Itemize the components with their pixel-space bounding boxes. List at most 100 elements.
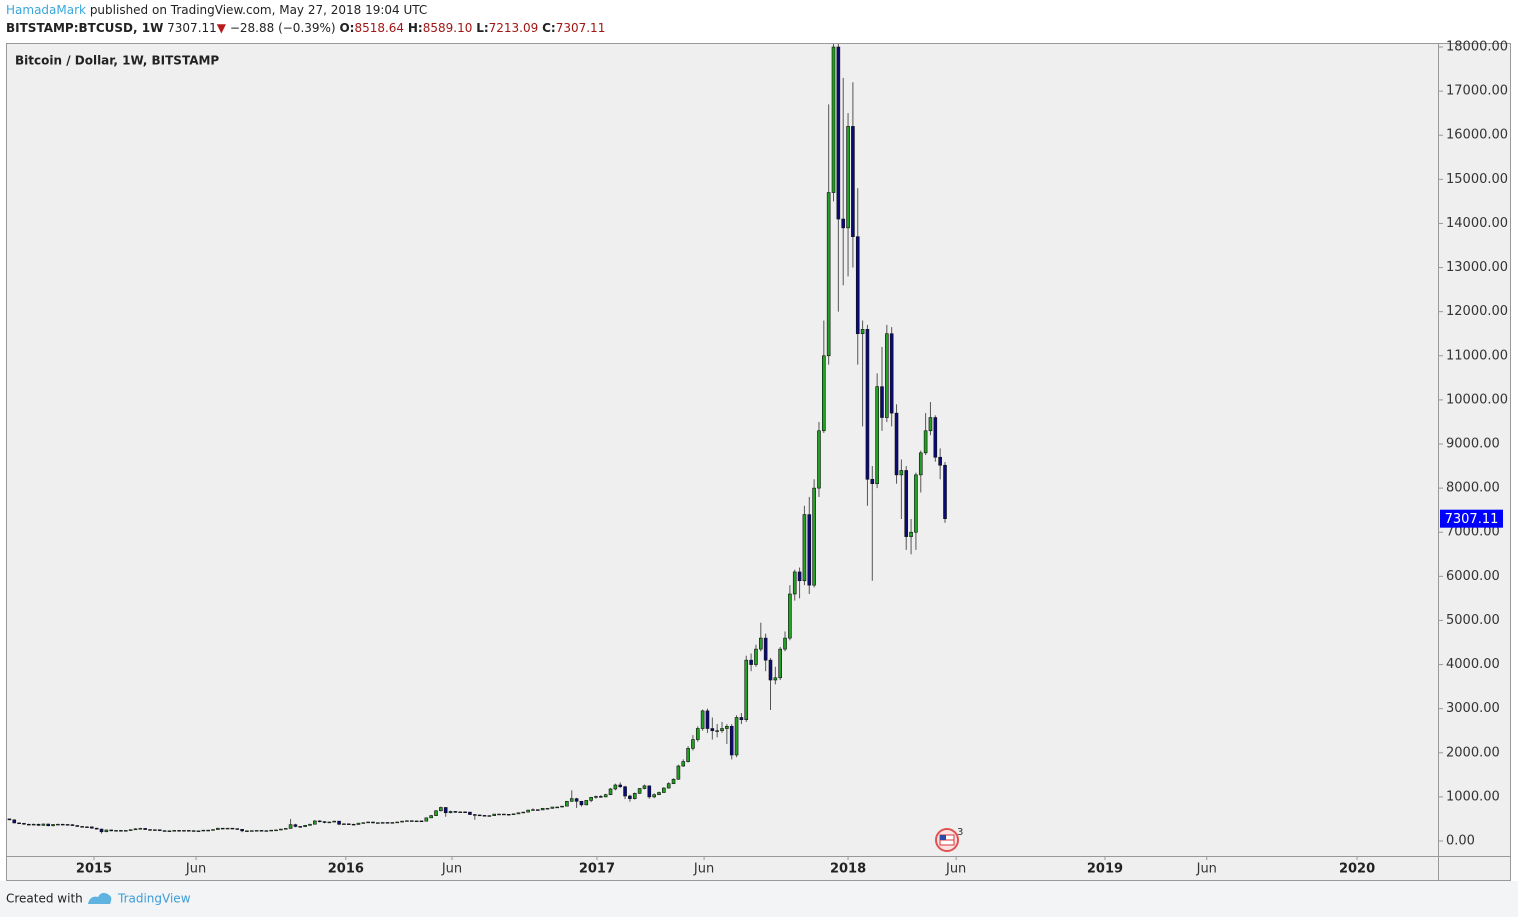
candle-body [298,826,303,828]
candle-body [783,637,787,650]
candle-body [589,797,593,801]
candle-body [264,830,269,832]
candle-body [569,798,574,802]
candle-body [666,783,671,789]
x-tick-label: Jun [693,862,714,877]
candle-body [662,787,666,793]
candle-body [574,798,579,802]
c-value: 7307.11 [555,21,606,35]
candle-body [90,826,94,829]
change: −28.88 (−0.39%) [229,21,336,35]
x-tick-label: 2017 [579,862,615,877]
candle-body [536,809,540,811]
candle-body [104,829,109,833]
candle-body [594,796,598,798]
candle-body [472,814,477,816]
y-tick-label: 10000.00 [1446,392,1508,407]
candle-body [560,805,564,808]
candle-body [734,717,739,756]
candle-body [938,456,942,466]
candle-body [31,823,36,826]
candle-body [138,828,143,830]
footer-bar [0,881,1518,917]
c-label: C: [542,21,556,35]
candle-body [754,648,758,665]
candle-body [749,659,753,665]
candle-body [36,823,41,826]
candle-body [327,821,332,824]
x-tick-label: Jun [441,862,462,877]
candle-body [405,820,409,822]
candle-body [235,828,240,830]
candle-body [744,659,749,720]
candle-body [608,788,613,795]
candle-body [7,818,12,821]
candle-body [361,822,366,824]
candle-body [148,829,152,831]
candle-body [623,786,627,797]
candle-body [720,728,724,732]
candle-body [351,823,356,826]
candle-body [851,126,855,237]
candle-body [904,470,909,537]
y-tick-label: 2000.00 [1446,745,1500,760]
candle-body [870,478,875,485]
candle-body [797,571,802,582]
candle-body [715,730,719,732]
candle-body [17,822,21,825]
candle-body [196,830,201,832]
candle-body [313,820,317,825]
candle-body [153,829,157,831]
candle-body [923,430,928,454]
candle-body [700,710,705,729]
candle-body [792,571,797,595]
candle-body [613,784,618,790]
y-tick-label: 4000.00 [1446,657,1500,672]
footer-brand[interactable]: TradingView [117,892,191,906]
candle-body [250,830,254,832]
candle-body [41,823,46,826]
candle-body [647,785,652,798]
candle-body [511,813,516,815]
candle-body [497,813,501,816]
h-value: 8589.10 [422,21,473,35]
candle-body [27,823,31,826]
candle-body [439,807,443,812]
l-label: L: [476,21,489,35]
h-label: H: [407,21,423,35]
candle-body [211,829,215,831]
candle-body [51,824,55,827]
y-tick-label: 7000.00 [1446,525,1500,540]
candle-body [463,811,467,813]
candle-body [409,820,414,822]
o-label: O: [339,21,355,35]
candle-body [758,637,763,650]
candle-body [283,828,288,830]
candle-body [885,333,889,418]
author[interactable]: HamadaMark [6,3,86,17]
candle-body [419,820,424,823]
candle-body [458,811,463,813]
candle-body [691,739,695,749]
logo[interactable] [88,892,112,904]
candle-body [865,329,870,480]
candle-body [308,823,312,826]
candle-body [191,830,196,832]
header-line-2: BITSTAMP:BTCUSD, 1W 7307.11▼ −28.88 (−0.… [6,21,605,35]
o-value: 8518.64 [354,21,405,35]
candle-body [109,829,114,832]
candle-body [206,829,210,832]
candle-body [889,333,894,414]
x-tick-label: Jun [1196,862,1217,877]
candle-body [346,823,351,825]
candle-body [918,452,923,476]
candle-body [119,830,123,832]
candle-body [526,809,530,813]
candle-body [855,236,860,335]
candle-body [545,808,550,810]
l-value: 7213.09 [488,21,539,35]
direction: ▼ [216,21,227,35]
candle-body [186,830,191,832]
candle-body [240,829,244,832]
